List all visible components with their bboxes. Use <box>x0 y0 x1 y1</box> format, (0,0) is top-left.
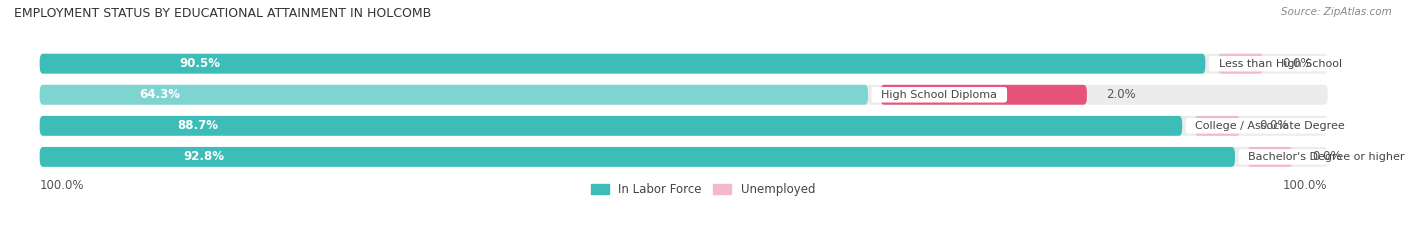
Text: College / Associate Degree: College / Associate Degree <box>1188 121 1353 131</box>
Text: EMPLOYMENT STATUS BY EDUCATIONAL ATTAINMENT IN HOLCOMB: EMPLOYMENT STATUS BY EDUCATIONAL ATTAINM… <box>14 7 432 20</box>
Text: Less than High School: Less than High School <box>1212 59 1348 69</box>
FancyBboxPatch shape <box>39 85 1327 105</box>
Text: 0.0%: 0.0% <box>1282 57 1312 70</box>
Text: 92.8%: 92.8% <box>183 150 224 163</box>
Text: 88.7%: 88.7% <box>177 119 218 132</box>
FancyBboxPatch shape <box>39 54 1327 74</box>
FancyBboxPatch shape <box>1195 116 1240 136</box>
Legend: In Labor Force, Unemployed: In Labor Force, Unemployed <box>586 178 820 201</box>
Text: 100.0%: 100.0% <box>39 179 84 192</box>
FancyBboxPatch shape <box>880 85 1087 105</box>
Text: 0.0%: 0.0% <box>1312 150 1341 163</box>
FancyBboxPatch shape <box>39 116 1182 136</box>
Text: High School Diploma: High School Diploma <box>875 90 1004 100</box>
FancyBboxPatch shape <box>39 147 1234 167</box>
Text: 64.3%: 64.3% <box>139 88 180 101</box>
Text: 2.0%: 2.0% <box>1107 88 1136 101</box>
Text: 0.0%: 0.0% <box>1260 119 1289 132</box>
Text: Source: ZipAtlas.com: Source: ZipAtlas.com <box>1281 7 1392 17</box>
Text: Bachelor's Degree or higher: Bachelor's Degree or higher <box>1241 152 1406 162</box>
Text: 100.0%: 100.0% <box>1284 179 1327 192</box>
Text: 90.5%: 90.5% <box>180 57 221 70</box>
FancyBboxPatch shape <box>39 116 1327 136</box>
FancyBboxPatch shape <box>39 54 1205 74</box>
FancyBboxPatch shape <box>1218 54 1264 74</box>
FancyBboxPatch shape <box>39 147 1327 167</box>
FancyBboxPatch shape <box>1247 147 1294 167</box>
FancyBboxPatch shape <box>39 85 868 105</box>
